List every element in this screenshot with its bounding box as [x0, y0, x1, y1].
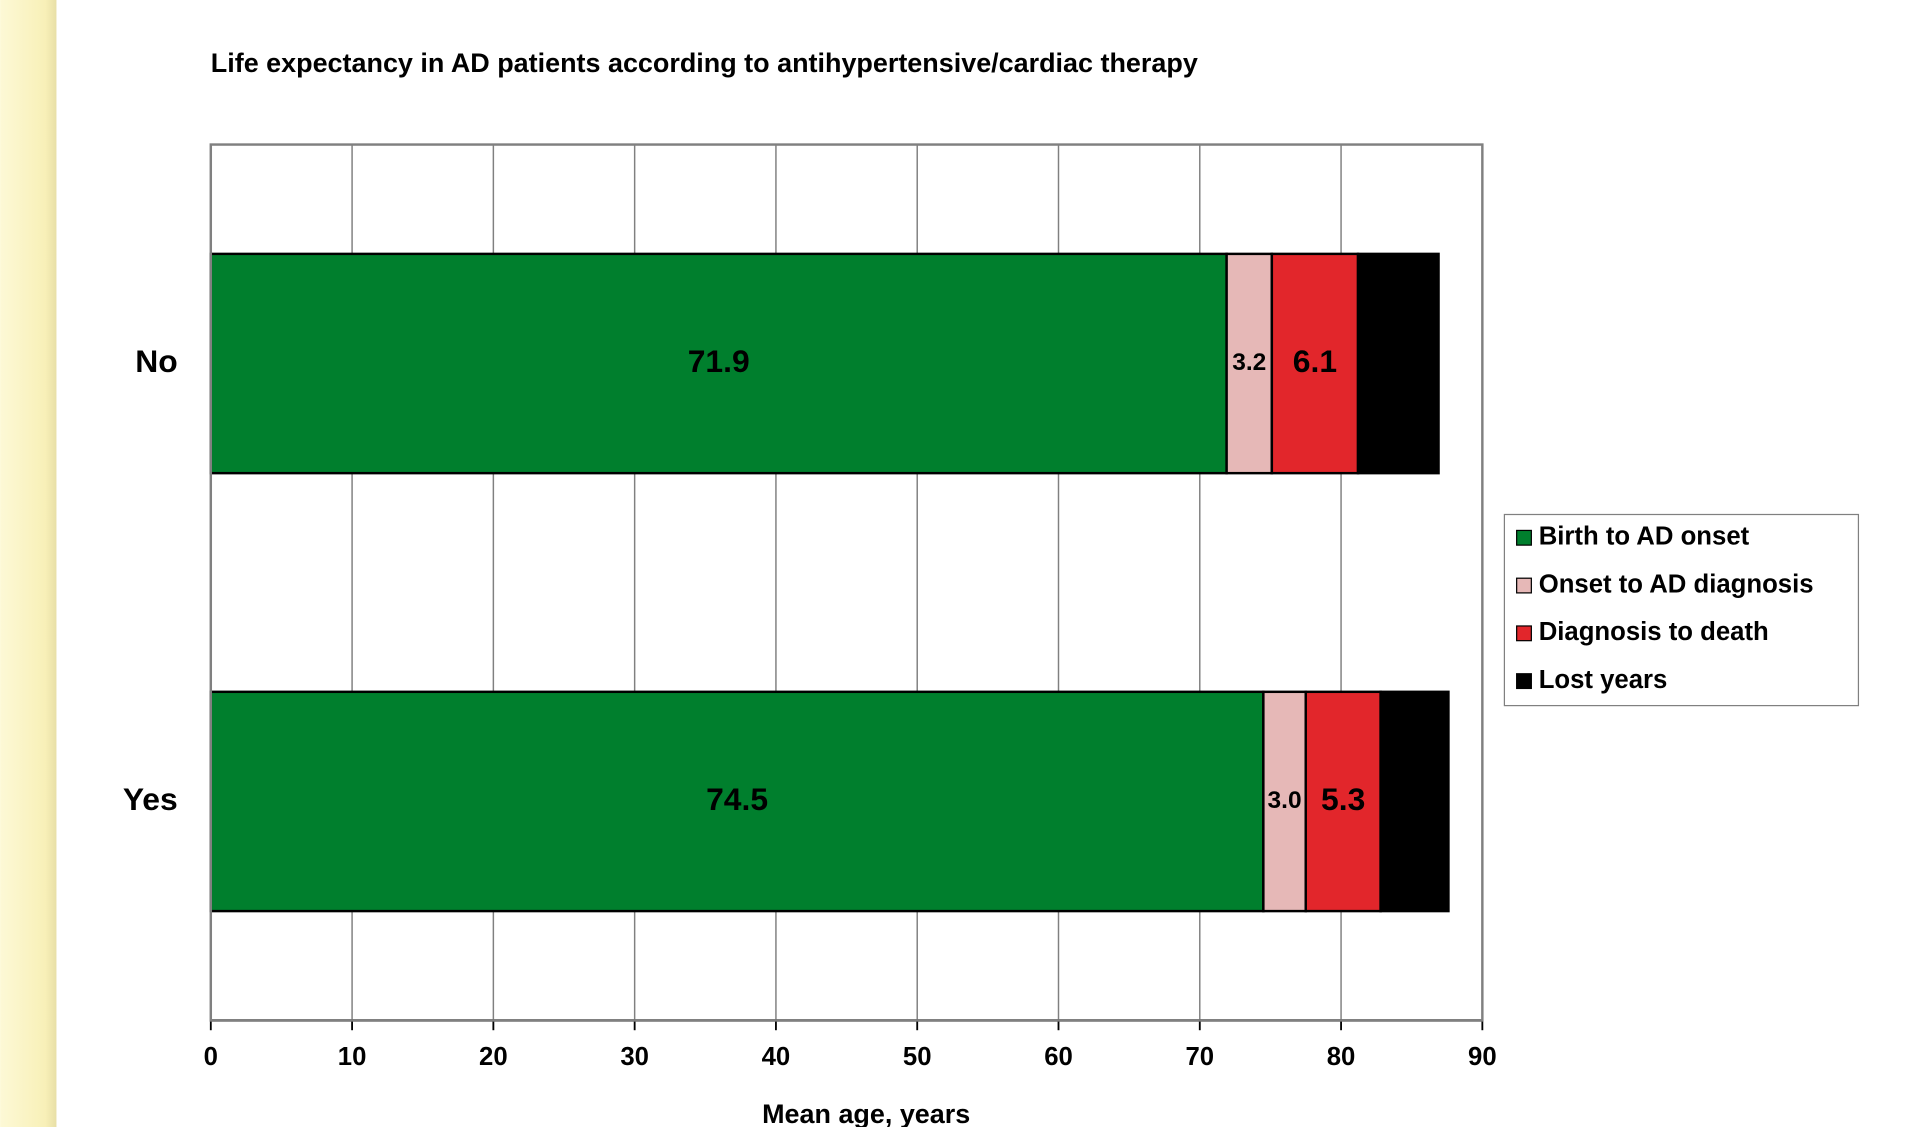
- x-tick-label: 60: [1044, 1043, 1073, 1071]
- data-label: 6.1: [1293, 343, 1337, 379]
- x-tick-label: 20: [479, 1043, 508, 1071]
- y-tick-label: Yes: [123, 781, 178, 817]
- x-tick-label: 0: [204, 1043, 218, 1071]
- bars: No 71.9 3.2 6.1 5.7 Yes 74.5 3.0 5.3 4.8: [123, 252, 1450, 913]
- data-label: 3.2: [1232, 349, 1266, 376]
- x-tick-label: 80: [1327, 1043, 1356, 1071]
- legend-label: Lost years: [1539, 666, 1668, 694]
- data-label: 3.0: [1268, 787, 1302, 814]
- plot-frame: [209, 143, 1484, 1022]
- legend-label: Birth to AD onset: [1539, 523, 1750, 551]
- bar-segment: [1304, 690, 1382, 913]
- data-label: 5.7: [1376, 343, 1420, 379]
- bar-segment: [1262, 690, 1307, 913]
- x-tick-label: 50: [903, 1043, 932, 1071]
- legend-swatch: [1516, 673, 1532, 690]
- bar-segment: [209, 252, 1228, 475]
- legend-label: Onset to AD diagnosis: [1539, 570, 1814, 598]
- data-label: 74.5: [706, 781, 768, 817]
- x-tick-label: 90: [1468, 1043, 1497, 1071]
- chart-title: Life expectancy in AD patients according…: [211, 48, 1198, 78]
- legend-label: Diagnosis to death: [1539, 618, 1769, 646]
- data-label: 5.3: [1321, 781, 1365, 817]
- bar-segment: [1270, 252, 1360, 475]
- y-tick-label: No: [135, 343, 177, 379]
- legend-swatch: [1516, 529, 1532, 546]
- legend-box: [1503, 513, 1860, 707]
- x-tick-label: 70: [1185, 1043, 1214, 1071]
- data-label: 4.8: [1392, 781, 1436, 817]
- side-strip: [0, 0, 57, 1127]
- bar-segment: [1356, 252, 1440, 475]
- data-label: 71.9: [688, 343, 750, 379]
- x-tick-label: 30: [620, 1043, 649, 1071]
- legend-swatch: [1516, 577, 1532, 594]
- legend: Birth to AD onset Onset to AD diagnosis Di…: [1516, 523, 1814, 694]
- x-tick-label: 40: [762, 1043, 791, 1071]
- x-axis-label: Mean age, years: [762, 1099, 970, 1127]
- legend-swatch: [1516, 625, 1532, 642]
- bar-segment: [1379, 690, 1450, 913]
- x-tick-label: 10: [338, 1043, 367, 1071]
